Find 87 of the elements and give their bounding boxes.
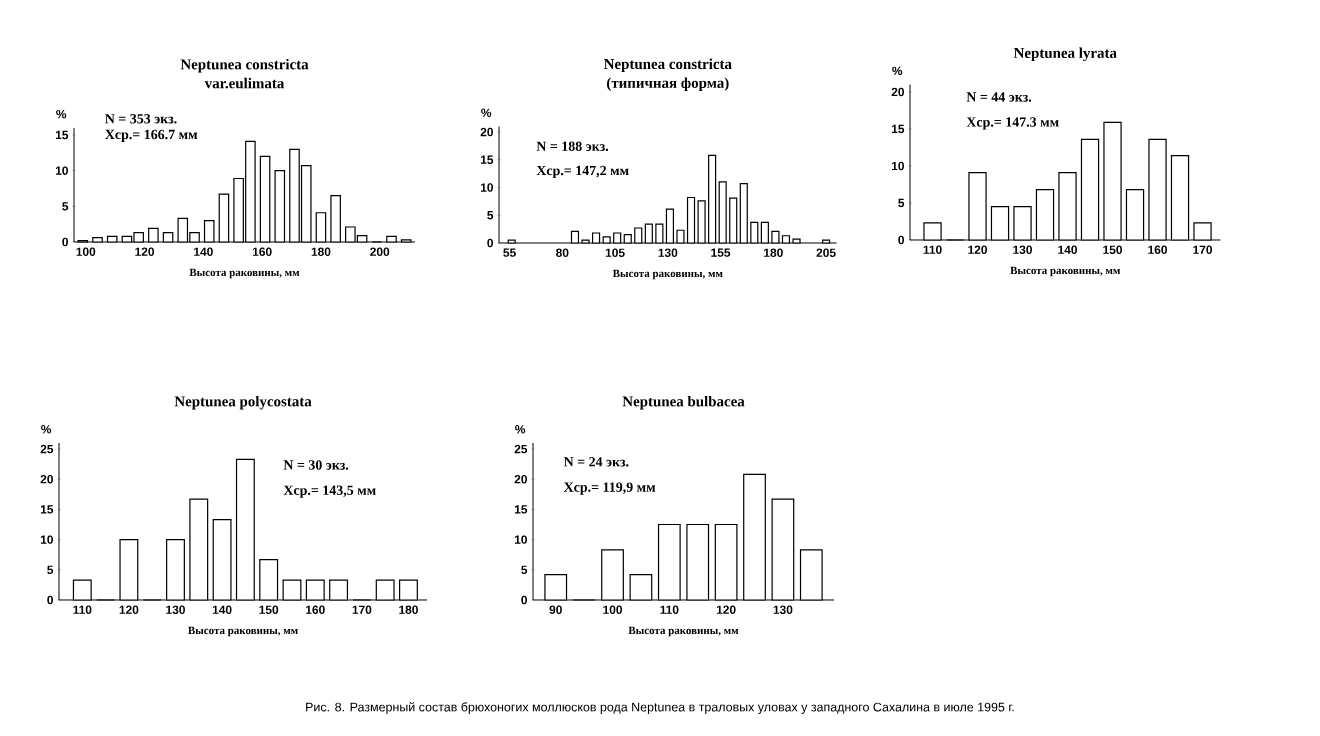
chart-subtitle: var.eulimata [204,77,285,89]
y-tick-label: 20 [40,475,53,484]
x-tick-label: 120 [119,605,139,614]
x-tick-label: 110 [73,605,92,614]
chart-title: Neptunea bulbacea [622,395,745,410]
y-tick-label: 0 [62,237,68,247]
chart-title: Neptunea constricta [603,58,732,73]
x-axis-title: Высота раковины, мм [628,626,739,637]
x-tick-label: 105 [605,248,625,257]
chart-title: Neptunea constricta [180,58,309,73]
y-tick-label: 5 [62,202,69,211]
annotation: N = 44 экз. [966,92,1032,102]
y-tick-label: 25 [514,444,528,454]
y-tick-label: 10 [480,183,493,192]
x-tick-label: 90 [549,605,562,614]
y-tick-label: 0 [521,595,527,605]
annotation: Xср.= 147.3 мм [966,117,1059,130]
x-tick-label: 120 [135,247,155,256]
y-tick-label: 10 [891,161,905,171]
x-axis-title: Высота раковины, мм [189,268,300,279]
y-tick-label: 10 [55,166,68,175]
annotation: Xср.= 147,2 мм [536,165,629,179]
y-tick-label: 0 [47,595,53,605]
x-tick-label: 110 [923,245,942,254]
y-tick-label: 10 [40,535,53,544]
x-tick-label: 150 [259,605,279,614]
y-tick-label: 5 [487,211,494,220]
y-tick-label: 15 [55,130,69,140]
text: N = 353 экз. [105,114,177,124]
x-tick-label: 130 [166,605,185,615]
y-axis-title: % [892,66,903,76]
annotation: Xср.= 143,5 мм [283,485,376,498]
annotation: N = 24 экз. [563,457,629,467]
x-tick-label: 160 [1148,245,1167,254]
annotation: Xср.= 119,9 мм [563,482,656,495]
chart-subtitle: (типичная форма) [607,77,729,91]
x-tick-label: 205 [816,248,836,257]
x-tick-label: 160 [252,247,272,256]
x-tick-label: 100 [603,605,622,614]
y-tick-label: 20 [514,475,527,484]
x-tick-label: 120 [968,245,987,254]
x-tick-label: 150 [1103,245,1122,254]
y-tick-label: 5 [898,198,905,208]
y-tick-label: 15 [891,124,905,134]
y-tick-label: 25 [40,444,54,454]
y-axis-title: % [515,425,526,434]
x-tick-label: 130 [1013,245,1032,254]
x-tick-label: 160 [306,605,325,614]
y-tick-label: 0 [487,238,493,248]
y-axis-title: % [56,109,67,119]
x-tick-label: 80 [556,248,569,257]
y-tick-label: 0 [898,235,905,245]
x-tick-label: 140 [194,247,213,256]
x-axis-title: Высота раковины, мм [612,269,723,280]
x-axis-title: Высота раковины, мм [1010,266,1121,277]
x-tick-label: 100 [76,247,96,256]
chart-title: Neptunea lyrata [1013,47,1117,62]
y-tick-label: 5 [521,565,528,574]
x-tick-label: 140 [1058,245,1077,254]
y-tick-label: 15 [40,505,54,514]
x-tick-label: 120 [716,605,736,614]
y-tick-label: 15 [480,155,494,164]
chart-title: Neptunea polycostata [174,395,312,410]
y-tick-label: 15 [514,505,528,514]
x-tick-label: 200 [370,247,390,256]
text: Рис. 8. Размерный состав брюхоногих моллюсков рода Neptunea в траловых уловах у западного Сахалина в июле 1995 г. [306,702,1014,714]
annotation: Xср.= 166.7 мм [105,129,198,142]
x-tick-label: 130 [773,605,793,615]
y-tick-label: 5 [47,565,54,574]
x-tick-label: 55 [503,248,516,257]
x-tick-label: 155 [711,248,731,257]
annotation: N = 188 экз. [536,141,609,152]
x-tick-label: 170 [1193,245,1212,254]
x-tick-label: 180 [764,248,783,257]
annotation: N = 30 экз. [283,460,349,470]
x-tick-label: 140 [212,605,232,614]
x-tick-label: 170 [352,605,372,614]
x-axis-title: Высота раковины, мм [188,626,298,637]
y-tick-label: 20 [480,127,493,137]
y-axis-title: % [41,425,52,434]
x-tick-label: 180 [311,247,331,256]
y-tick-label: 10 [514,535,527,544]
y-tick-label: 20 [891,87,905,97]
x-tick-label: 180 [399,605,418,614]
x-tick-label: 110 [660,605,679,614]
x-tick-label: 130 [658,248,678,257]
y-axis-title: % [481,108,492,117]
